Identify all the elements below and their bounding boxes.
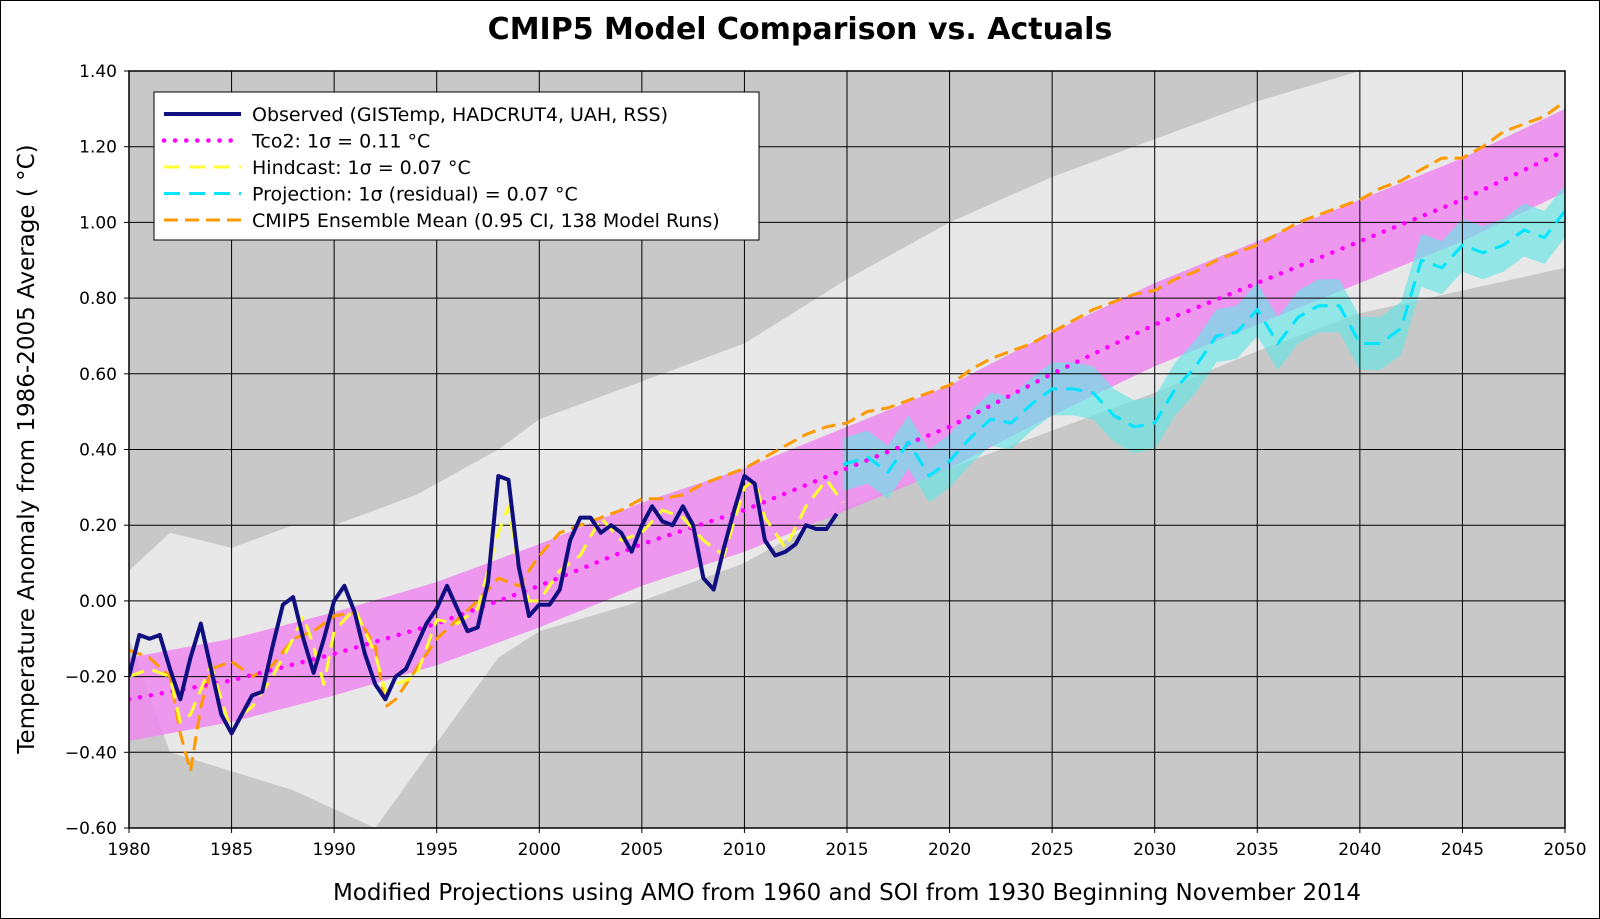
x-tick-label: 2015 [825,840,868,860]
x-tick-label: 2045 [1441,840,1484,860]
y-tick-label: 1.20 [79,138,117,158]
tco2-series-line [129,148,1565,702]
x-tick-label: 2035 [1236,840,1279,860]
x-tick-label: 2025 [1031,840,1074,860]
y-tick-label: −0.60 [65,819,117,839]
legend: Observed (GISTemp, HADCRUT4, UAH, RSS) Tc… [153,91,760,241]
chart-title: CMIP5 Model Comparison vs. Actuals [488,12,1113,47]
y-tick-label: 0.40 [79,441,117,461]
legend-label: Observed (GISTemp, HADCRUT4, UAH, RSS) [252,104,668,126]
y-axis-label: Temperature Anomaly from 1986-2005 Avera… [14,144,40,754]
y-tick-label: 0.60 [79,365,117,385]
x-tick-label: 1980 [107,840,150,860]
y-tick-label: 1.40 [79,62,117,82]
y-tick-label: −0.40 [65,743,117,763]
projection-series-line [842,210,1565,478]
x-tick-label: 1995 [415,840,458,860]
x-tick-label: 2040 [1338,840,1381,860]
projection-sigma-band [842,184,1565,503]
legend-items: Observed (GISTemp, HADCRUT4, UAH, RSS) Tc… [161,104,720,232]
x-tick-label: 2020 [928,840,971,860]
y-tick-label: 0.00 [79,592,117,612]
y-tick-label: 0.20 [79,516,117,536]
legend-box [153,91,760,241]
cmip5-mean-series-line [129,100,1565,773]
x-tick-label: 1990 [313,840,356,860]
y-tick-label: 0.80 [79,289,117,309]
legend-label: Projection: 1σ (residual) = 0.07 °C [252,184,578,206]
y-tick-label: −0.20 [65,668,117,688]
legend-label: Tco2: 1σ = 0.11 °C [251,131,430,153]
x-tick-label: 2050 [1543,840,1586,860]
observed-series-line [129,474,839,736]
x-tick-label: 2000 [518,840,561,860]
x-tick-label: 2030 [1133,840,1176,860]
x-tick-label: 1985 [210,840,253,860]
x-tick-label: 2010 [723,840,766,860]
x-axis-label: Modified Projections using AMO from 1960… [333,880,1361,906]
tick-labels-layer: 1980 1985 1990 1995 2000 2005 2010 2015 2020 2025… [65,62,1587,860]
x-tick-label: 2005 [620,840,663,860]
y-tick-label: 1.00 [79,213,117,233]
legend-label: Hindcast: 1σ = 0.07 °C [252,157,471,179]
legend-label: CMIP5 Ensemble Mean (0.95 CI, 138 Model … [252,210,720,232]
series-lines-layer [129,100,1565,773]
